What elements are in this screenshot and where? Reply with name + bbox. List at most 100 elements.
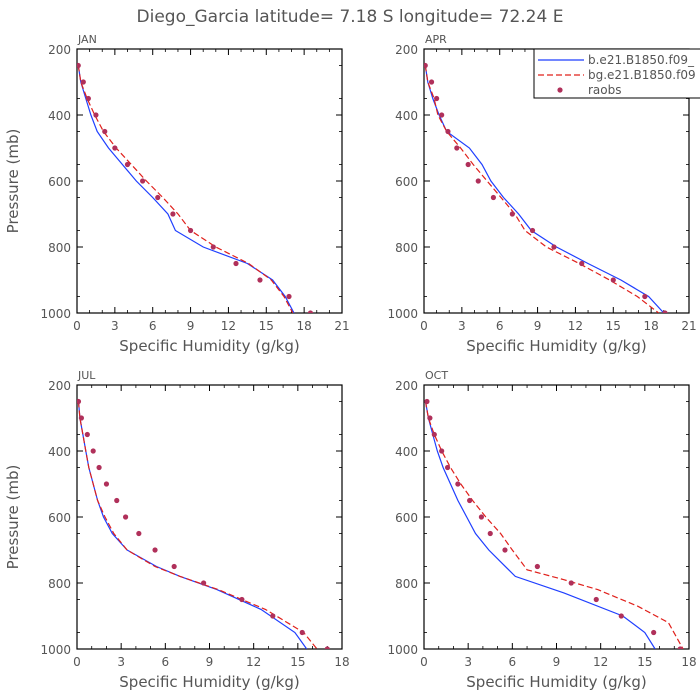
x-tick-label: 3 <box>458 319 466 333</box>
x-tick-label: 3 <box>464 655 472 669</box>
raobs-point <box>428 79 435 85</box>
raobs-point <box>112 145 118 151</box>
raobs-point <box>424 398 430 405</box>
series-line-bg <box>77 65 294 313</box>
legend-label: b.e21.B1850.f09_ <box>588 53 695 67</box>
raobs-point <box>593 596 599 603</box>
y-tick-label: 400 <box>48 109 71 123</box>
raobs-point <box>84 431 90 438</box>
x-tick-label: 18 <box>297 319 312 333</box>
raobs-point <box>475 178 481 184</box>
raobs-point <box>233 260 239 267</box>
x-tick-label: 12 <box>568 319 583 333</box>
raobs-point <box>529 227 536 234</box>
raobs-point <box>152 547 158 553</box>
raobs-point <box>324 646 330 649</box>
raobs-point <box>610 277 616 283</box>
raobs-point <box>490 194 497 201</box>
plot-frame <box>76 384 343 650</box>
raobs-point <box>136 530 142 537</box>
y-tick-label: 800 <box>395 241 418 255</box>
raobs-point <box>270 613 276 619</box>
plot-frame <box>76 48 343 314</box>
x-axis-label: Specific Humidity (g/kg) <box>119 337 299 355</box>
x-tick-label: 6 <box>496 319 504 333</box>
panels: 0 3 6 9 12 15 18 212004006008001000JANSpecific … <box>4 33 700 691</box>
y-tick-label: 600 <box>48 511 71 525</box>
x-tick-label: 18 <box>681 655 696 669</box>
raobs-point <box>286 293 292 300</box>
raobs-point <box>140 178 146 184</box>
x-tick-label: 0 <box>420 655 428 669</box>
x-tick-label: 9 <box>187 319 195 333</box>
raobs-point <box>662 310 668 313</box>
raobs-point <box>155 194 161 201</box>
raobs-point <box>77 62 81 69</box>
raobs-point <box>478 514 485 520</box>
x-axis-label: Specific Humidity (g/kg) <box>466 337 646 355</box>
y-tick-label: 400 <box>48 445 71 459</box>
y-tick-label: 800 <box>48 241 71 255</box>
data-layer <box>77 62 314 313</box>
y-tick-label: 600 <box>395 511 418 525</box>
raobs-point <box>439 448 445 454</box>
y-axis-label: Pressure (mb) <box>4 465 22 570</box>
y-tick-label: 400 <box>395 445 418 459</box>
x-tick-label: 21 <box>334 319 349 333</box>
series-line-b <box>77 65 295 313</box>
raobs-point <box>307 310 314 313</box>
y-tick-label: 1000 <box>387 307 418 321</box>
raobs-point <box>210 244 216 250</box>
raobs-point <box>579 260 585 267</box>
raobs-point <box>465 161 471 168</box>
x-tick-label: 0 <box>420 319 428 333</box>
raobs-point <box>642 293 648 300</box>
series-line-b <box>77 401 308 649</box>
y-tick-label: 1000 <box>40 307 71 321</box>
y-tick-label: 200 <box>395 43 418 57</box>
raobs-point <box>96 464 102 471</box>
raobs-point <box>299 629 305 636</box>
panel-jul: 0 3 6 9 12 15 18 200 400 600 800 1000 JUL Specific Hu… <box>4 369 350 691</box>
x-tick-label: 3 <box>117 655 125 669</box>
raobs-point <box>424 62 428 69</box>
raobs-point <box>78 415 85 421</box>
raobs-point <box>568 580 574 586</box>
raobs-point <box>257 277 263 283</box>
x-axis-label: Specific Humidity (g/kg) <box>119 673 299 691</box>
panel-jan: 0 3 6 9 12 15 18 21 200 400 600 800 1000 JAN Specific … <box>4 33 350 355</box>
x-tick-label: 12 <box>246 655 261 669</box>
raobs-point <box>80 79 86 85</box>
x-tick-label: 9 <box>206 655 214 669</box>
y-tick-label: 200 <box>48 379 71 393</box>
raobs-point <box>170 211 176 217</box>
x-tick-label: 0 <box>73 655 81 669</box>
x-tick-label: 6 <box>149 319 157 333</box>
x-tick-label: 12 <box>593 655 608 669</box>
raobs-point <box>431 431 437 438</box>
y-tick-label: 200 <box>48 43 71 57</box>
y-tick-label: 400 <box>395 109 418 123</box>
panel-title: APR <box>425 33 447 46</box>
y-tick-label: 600 <box>48 175 71 189</box>
raobs-point <box>124 161 131 168</box>
raobs-point <box>77 398 82 405</box>
raobs-point <box>444 464 451 471</box>
y-tick-label: 800 <box>48 577 71 591</box>
panel-apr: 0 3 6 9 12 15 18 21 200 400 600 800 1000 APR Specific … <box>387 33 696 355</box>
raobs-point <box>434 95 440 102</box>
series-line-bg <box>424 65 660 313</box>
raobs-point <box>187 227 194 234</box>
raobs-point <box>454 145 460 151</box>
series-line-b <box>424 65 665 313</box>
x-tick-label: 6 <box>162 655 170 669</box>
raobs-point <box>509 211 515 217</box>
x-tick-label: 18 <box>334 655 349 669</box>
y-tick-label: 800 <box>395 577 418 591</box>
x-tick-label: 15 <box>259 319 274 333</box>
x-tick-label: 15 <box>290 655 305 669</box>
series-line-bg <box>77 401 318 649</box>
raobs-point <box>502 547 508 553</box>
x-tick-label: 3 <box>111 319 119 333</box>
